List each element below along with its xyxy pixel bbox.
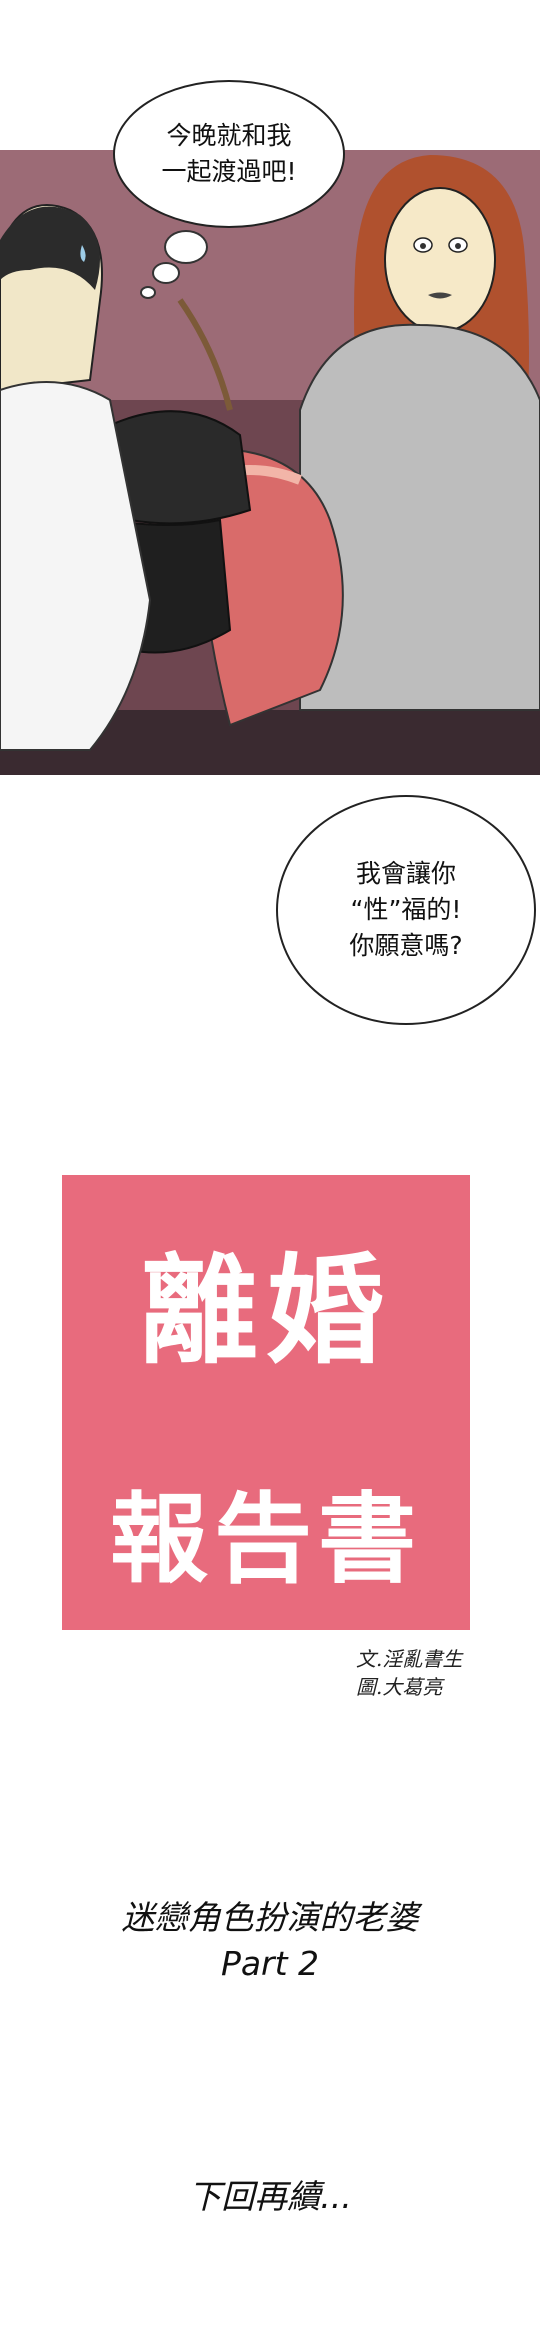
comic-panel <box>0 150 540 775</box>
thought-bubble-small <box>140 286 156 299</box>
credit-artist: 圖.大葛亮 <box>356 1673 462 1701</box>
speech-bubble-top: 今晚就和我 一起渡過吧! <box>113 80 345 228</box>
speech-bubble-bottom-text: 我會讓你 “性”福的! 你願意嗎? <box>349 856 462 964</box>
woman-face <box>385 188 495 332</box>
to-be-continued: 下回再續... <box>0 2170 540 2218</box>
title-sub: 報告書 <box>62 1460 470 1602</box>
episode-title-block: 迷戀角色扮演的老婆 Part 2 <box>0 1895 540 1987</box>
title-main: 離婚 <box>62 1215 470 1386</box>
speech-bubble-top-text: 今晚就和我 一起渡過吧! <box>161 118 296 190</box>
thought-bubble-medium <box>152 262 180 284</box>
credit-writer: 文.淫亂書生 <box>356 1645 462 1673</box>
speech-bubble-bottom: 我會讓你 “性”福的! 你願意嗎? <box>276 795 536 1025</box>
episode-title: 迷戀角色扮演的老婆 <box>0 1895 540 1941</box>
episode-part: Part 2 <box>0 1941 540 1987</box>
title-block: 離婚 報告書 <box>62 1175 470 1630</box>
credits: 文.淫亂書生 圖.大葛亮 <box>356 1645 462 1701</box>
woman-sweater <box>300 325 540 710</box>
panel-illustration <box>0 150 540 775</box>
thought-bubble-large <box>164 230 208 264</box>
